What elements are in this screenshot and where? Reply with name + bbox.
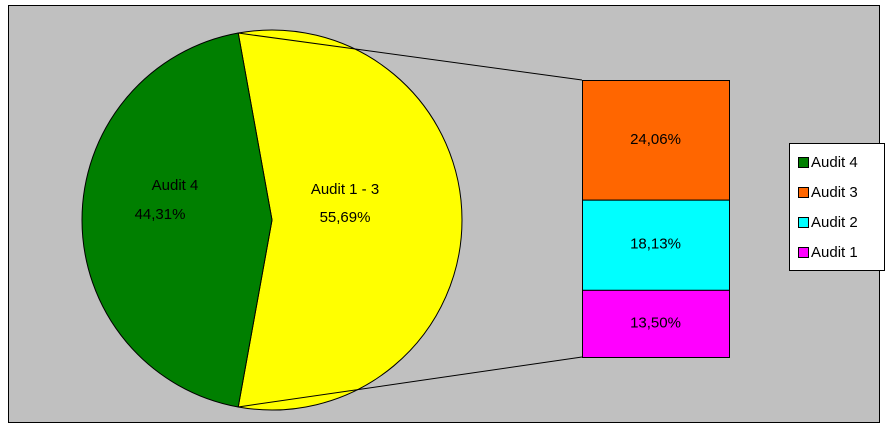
connector-line bbox=[238, 356, 583, 408]
legend-label: Audit 3 bbox=[811, 184, 858, 201]
legend-label: Audit 4 bbox=[811, 154, 858, 171]
data-label: 24,06% bbox=[630, 131, 681, 148]
connector-line bbox=[238, 32, 583, 81]
legend-swatch bbox=[798, 157, 809, 168]
data-label: 55,69% bbox=[320, 209, 371, 226]
pie-slice bbox=[81, 32, 273, 408]
legend bbox=[789, 143, 885, 271]
bar-segment bbox=[582, 289, 730, 358]
slice-name: Audit 1 - 3 bbox=[311, 181, 379, 198]
data-label: 13,50% bbox=[630, 314, 681, 331]
slice-name: Audit 4 bbox=[152, 177, 199, 194]
data-label: 18,13% bbox=[630, 236, 681, 253]
legend-label: Audit 1 bbox=[811, 244, 858, 261]
legend-swatch bbox=[798, 217, 809, 228]
legend-swatch bbox=[798, 187, 809, 198]
data-label: 44,31% bbox=[135, 206, 186, 223]
legend-swatch bbox=[798, 247, 809, 258]
pie-slice bbox=[237, 29, 463, 411]
bar-segment bbox=[582, 199, 730, 291]
legend-label: Audit 2 bbox=[811, 214, 858, 231]
